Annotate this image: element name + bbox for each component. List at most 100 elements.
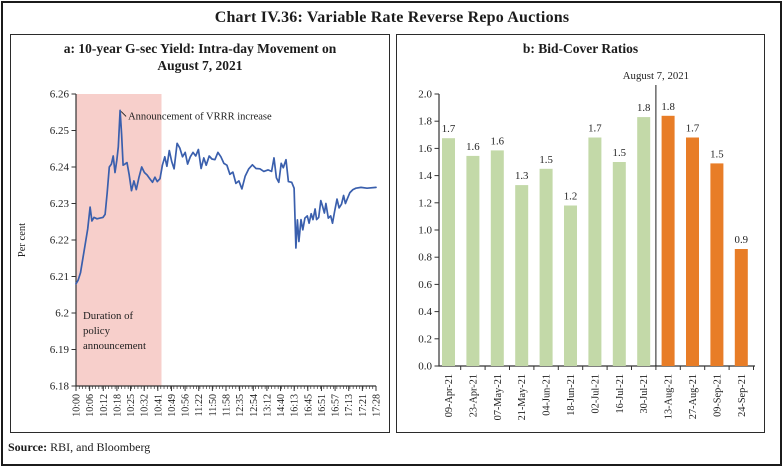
x-tick-label: 11:22 [194,394,205,416]
panel-b: b: Bid-Cover Ratios 2.0 1.8 1.6 1.4 1.2 1.0 0.… [396,34,765,433]
bar-value-label: 1.7 [442,123,456,135]
duration-label-line: announcement [83,340,146,352]
x-tick-label: 13:12 [262,394,273,417]
x-tick-label: 12:35 [235,394,246,417]
x-tick-label: 09-Apr-21 [444,374,455,417]
bar [442,138,455,366]
x-tick-label: 24-Sep-21 [737,374,748,417]
panel-b-title: b: Bid-Cover Ratios [522,41,639,56]
bar-value-label: 1.6 [466,141,480,153]
x-tick-label: 18-Jun-21 [566,374,577,416]
event-annotation-text: August 7, 2021 [623,70,689,82]
y-tick-label: 0.2 [418,333,432,345]
bar [564,205,577,366]
y-tick-label: 0.0 [418,361,432,373]
bar [686,137,699,366]
x-tick-label: 16:45 [303,394,314,417]
y-axis-title: Per cent [17,223,28,257]
yield-line [75,109,377,285]
bar [466,155,480,366]
x-tick-label: 23-Apr-21 [468,374,479,417]
x-tick-label: 10:25 [126,394,137,417]
y-tick-label: 1.0 [418,225,432,237]
y-tick-label: 1.6 [418,143,432,155]
x-tick-label: 07-May-21 [493,374,504,420]
bar [612,162,626,366]
y-tick-label: 1.4 [418,170,432,182]
panel-a-title: a: 10-year G-sec Yield: Intra-day Moveme… [11,40,389,74]
x-tick-label: 17:13 [344,394,355,417]
y-tick-label: 6.19 [50,344,70,356]
panel-a-title-line1: a: 10-year G-sec Yield: Intra-day Moveme… [63,41,337,56]
bar-value-label: 0.9 [735,234,749,246]
x-tick-label: 10:18 [112,394,123,417]
y-tick-label: 6.21 [50,271,69,283]
x-tick-label: 12:54 [249,394,260,417]
yield-intraday-line-chart: 6.26 6.25 6.24 6.23 6.22 6.21 6.2 6.19 6.1810:00… [17,89,383,417]
y-tick-label: 6.25 [50,125,70,137]
bar [710,163,724,366]
x-tick-label: 10:41 [153,394,164,417]
bar [490,150,504,366]
x-tick-label: 09-Sep-21 [712,374,723,417]
bar-value-label: 1.8 [661,101,675,113]
bar [661,115,675,366]
x-tick-label: 10:06 [85,394,96,417]
x-tick-label: 16:51 [317,394,328,417]
x-tick-label: 17:21 [358,394,369,417]
y-tick-label: 1.2 [418,197,432,209]
y-tick-label: 6.18 [50,381,70,393]
x-tick-label: 27-Aug-21 [688,374,699,419]
bar-value-label: 1.3 [515,170,529,182]
x-tick-label: 16:57 [331,394,342,417]
source-text: RBI, and Bloomberg [47,440,151,454]
y-tick-label: 6.24 [50,162,70,174]
x-tick-label: 14:40 [276,394,287,417]
bar-value-label: 1.5 [613,147,627,159]
duration-label-line: policy [83,325,111,337]
x-tick-label: 11:50 [208,394,219,416]
bar [734,249,748,366]
bar [637,117,651,366]
y-tick-label: 6.23 [50,198,70,210]
x-tick-label: 10:32 [140,394,151,417]
bar-value-label: 1.5 [710,148,724,160]
x-tick-label: 21-May-21 [517,374,528,420]
bar-value-label: 1.5 [539,154,553,166]
y-tick-label: 6.22 [50,235,69,247]
panel-a: a: 10-year G-sec Yield: Intra-day Moveme… [10,34,390,433]
x-tick-label: 04-Jun-21 [542,374,553,416]
source-note: Source: RBI, and Bloomberg [8,440,150,455]
bar-value-label: 1.7 [686,123,700,135]
bar [539,168,553,366]
x-tick-label: 10:49 [167,394,178,417]
source-label: Source: [8,440,48,454]
duration-label-line: Duration of [83,310,133,322]
bar [515,185,529,366]
bar-value-label: 1.6 [491,135,505,147]
y-tick-label: 1.8 [418,116,432,128]
y-tick-label: 0.4 [418,306,432,318]
bar [588,137,602,366]
y-tick-label: 6.26 [50,89,70,101]
bar-value-label: 1.8 [637,102,651,114]
x-tick-label: 10:56 [181,394,192,417]
x-tick-label: 13-Aug-21 [664,374,675,419]
annotation-leader-line [120,111,127,117]
x-tick-label: 16-Jul-21 [615,374,626,413]
panel-a-title-line2: August 7, 2021 [157,58,243,73]
x-tick-label: 11:58 [222,394,233,416]
figure-title: Chart IV.36: Variable Rate Reverse Repo … [214,9,570,26]
bid-cover-bar-chart: 2.0 1.8 1.6 1.4 1.2 1.0 0.8 0.6 0.4 0.2 0.0 1.7 09-A… [418,70,755,420]
x-tick-label: 02-Jul-21 [590,374,601,413]
bar-value-label: 1.7 [588,123,602,135]
x-tick-label: 10:12 [99,394,110,417]
y-tick-label: 6.2 [55,308,69,320]
y-tick-label: 0.6 [418,279,432,291]
x-tick-label: 10:00 [72,394,83,417]
x-tick-label: 30-Jul-21 [639,374,650,413]
bar-value-label: 1.2 [564,191,578,203]
y-tick-label: 2.0 [418,89,432,101]
